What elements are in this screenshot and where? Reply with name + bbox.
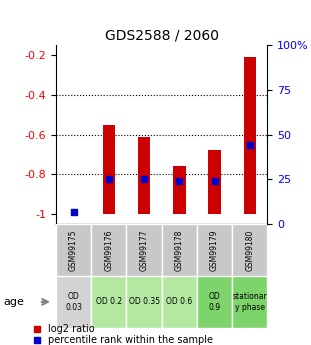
FancyBboxPatch shape (197, 276, 232, 328)
Text: GSM99179: GSM99179 (210, 229, 219, 271)
Bar (173, 166, 185, 214)
Point (142, 177, 146, 182)
FancyBboxPatch shape (56, 276, 91, 328)
Bar (103, 125, 115, 214)
Point (71, 209, 76, 215)
Text: OD 0.35: OD 0.35 (128, 297, 160, 306)
Text: GSM99178: GSM99178 (175, 229, 184, 271)
Text: GSM99176: GSM99176 (104, 229, 113, 271)
Bar (138, 137, 150, 214)
FancyBboxPatch shape (162, 224, 197, 276)
Text: GSM99180: GSM99180 (245, 229, 254, 271)
Point (220, 187, 225, 193)
Text: percentile rank within the sample: percentile rank within the sample (48, 335, 213, 345)
Bar (244, 57, 256, 214)
Point (247, 142, 252, 148)
Text: OD
0.9: OD 0.9 (209, 292, 220, 312)
Text: OD
0.03: OD 0.03 (65, 292, 82, 312)
Text: OD 0.6: OD 0.6 (166, 297, 193, 306)
FancyBboxPatch shape (127, 276, 162, 328)
Text: OD 0.2: OD 0.2 (96, 297, 122, 306)
FancyBboxPatch shape (232, 224, 267, 276)
Point (212, 178, 217, 184)
FancyBboxPatch shape (197, 224, 232, 276)
Point (177, 178, 182, 184)
FancyBboxPatch shape (91, 224, 127, 276)
Point (220, 286, 225, 292)
FancyBboxPatch shape (127, 224, 162, 276)
Bar (208, 150, 221, 214)
Point (106, 177, 111, 182)
FancyBboxPatch shape (232, 276, 267, 328)
Text: age: age (3, 297, 24, 307)
Title: GDS2588 / 2060: GDS2588 / 2060 (105, 28, 219, 42)
Text: log2 ratio: log2 ratio (48, 324, 95, 334)
Text: GSM99177: GSM99177 (140, 229, 149, 271)
FancyBboxPatch shape (91, 276, 127, 328)
Text: stationar
y phase: stationar y phase (232, 292, 267, 312)
FancyBboxPatch shape (56, 224, 91, 276)
Text: GSM99175: GSM99175 (69, 229, 78, 271)
FancyBboxPatch shape (162, 276, 197, 328)
